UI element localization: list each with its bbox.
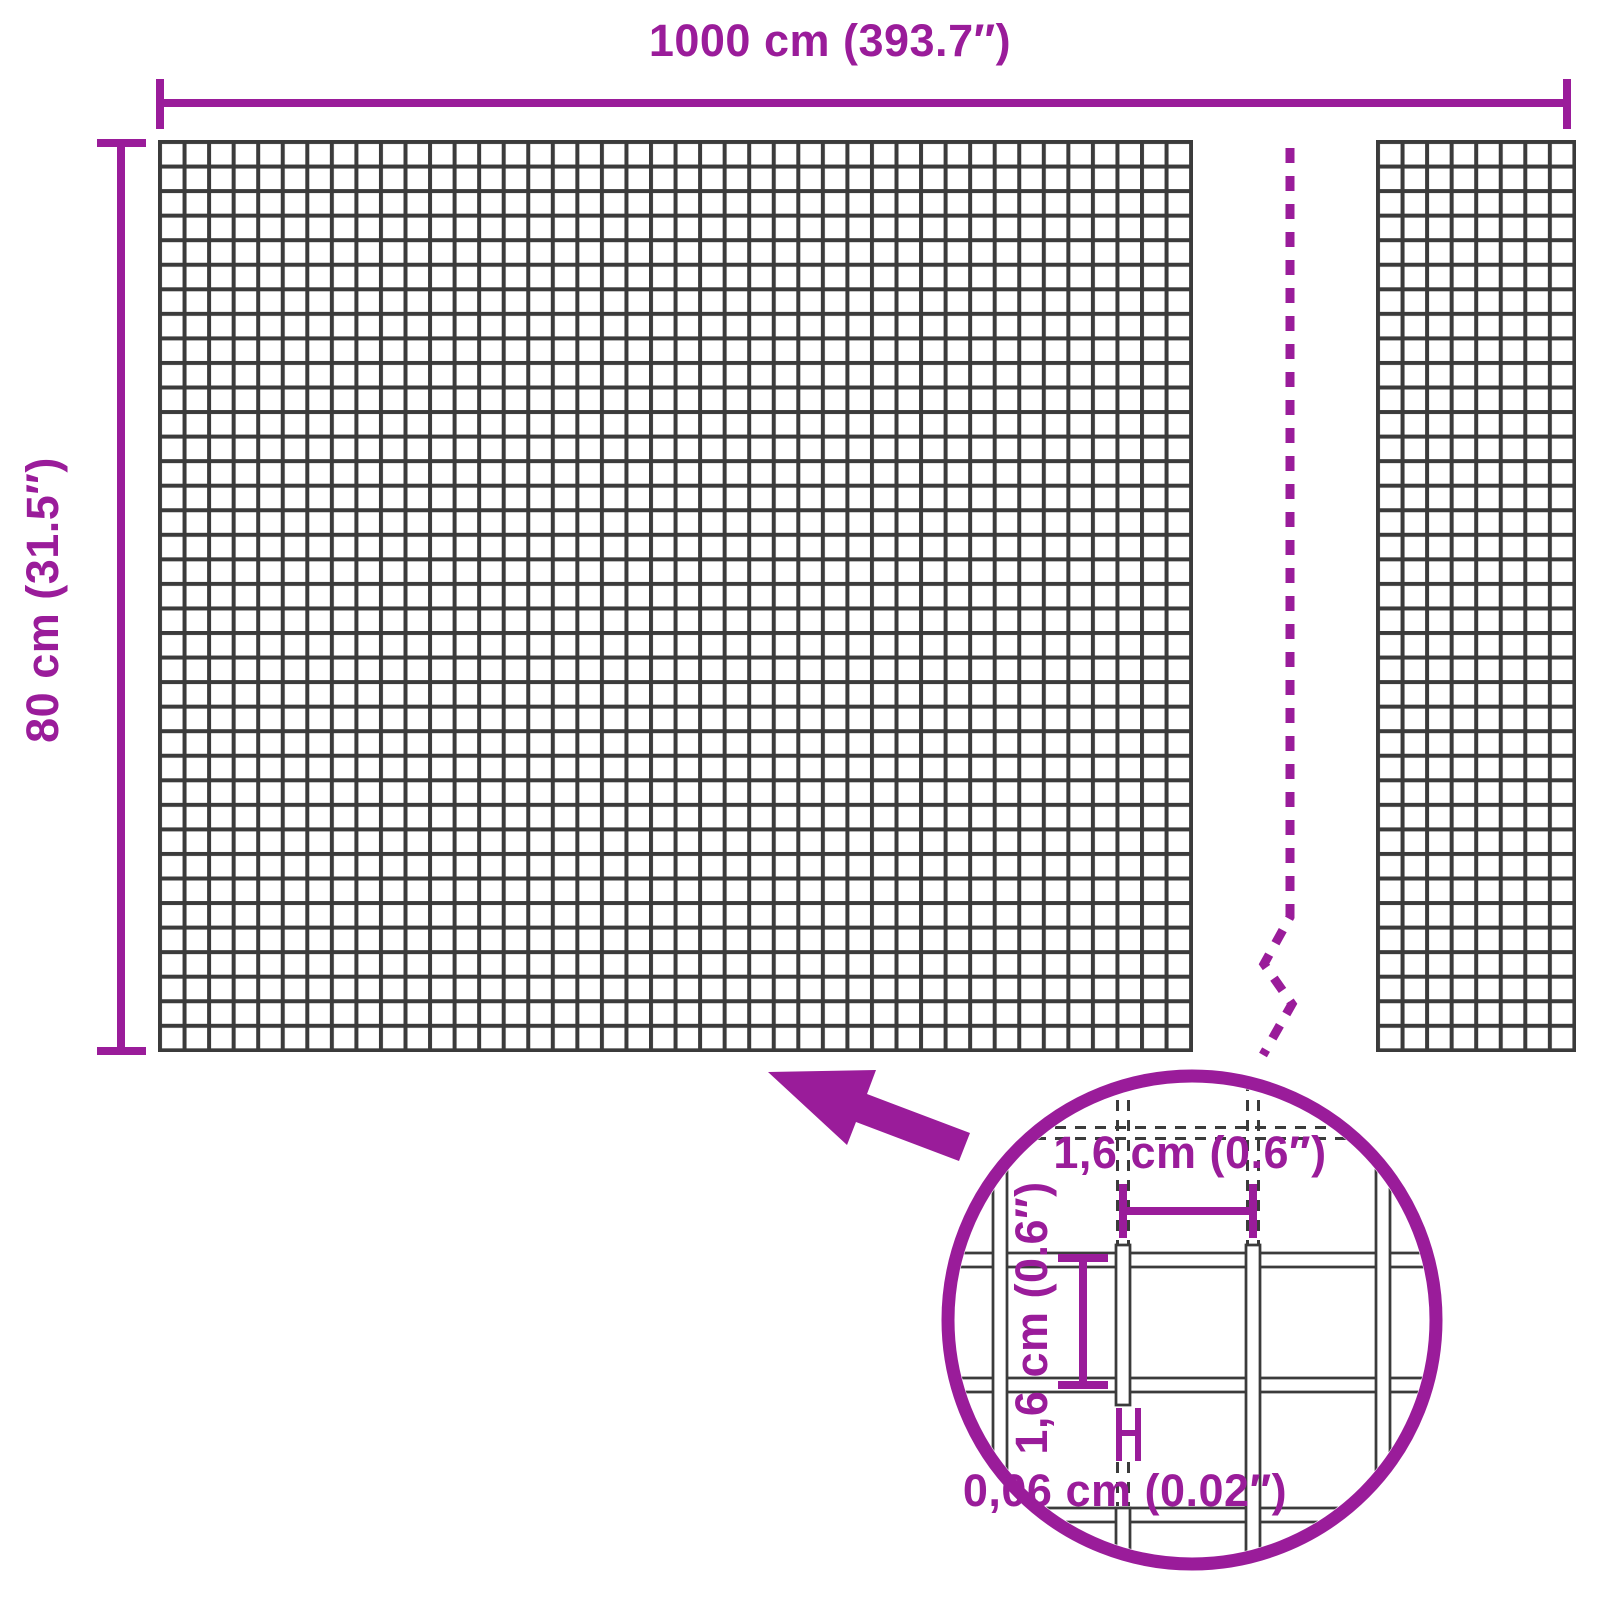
overall-height-label: 80 cm (31.5″) (17, 457, 68, 743)
height-dimension-line (97, 139, 146, 1055)
break-line (1258, 148, 1298, 1058)
width-dimension-line (156, 79, 1571, 129)
cell-width-dimension (1119, 1184, 1257, 1238)
cell-height-dimension (1058, 1254, 1108, 1389)
detail-mesh-dashed-wires (1035, 1083, 1360, 1506)
detail-magnifier-circle (941, 1069, 1443, 1571)
wire-thickness-marker (1116, 1408, 1141, 1461)
wire-thickness-label: 0,06 cm (0.02″) (963, 1465, 1287, 1516)
main-mesh-panel (158, 140, 1193, 1052)
zoom-arrow-icon (768, 1070, 970, 1161)
cell-width-label: 1,6 cm (0.6″) (1053, 1127, 1326, 1178)
continued-mesh-panel (1376, 140, 1576, 1052)
detail-mesh-solid-wires (955, 1153, 1429, 1557)
overall-width-label: 1000 cm (393.7″) (649, 15, 1011, 66)
detail-mesh (955, 1083, 1429, 1557)
cell-height-label: 1,6 cm (0.6″) (1006, 1181, 1057, 1454)
